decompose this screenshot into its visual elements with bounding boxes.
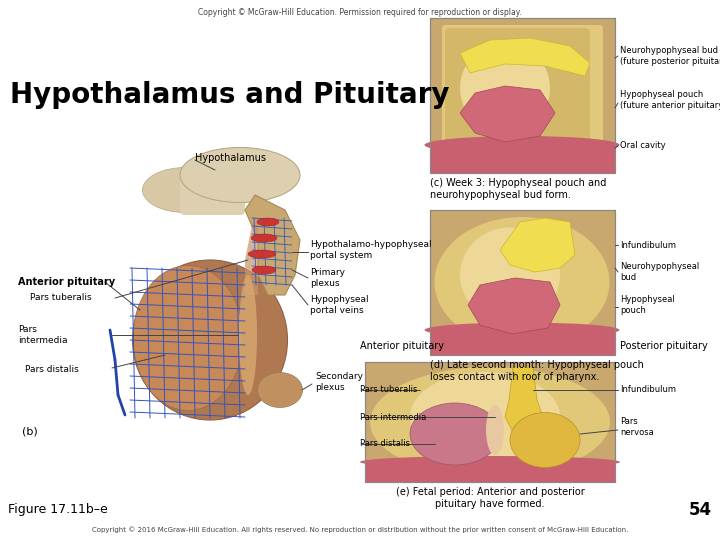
Ellipse shape: [370, 367, 610, 477]
Bar: [365, 362, 615, 482]
Text: Pars
nervosa: Pars nervosa: [620, 417, 654, 437]
Ellipse shape: [258, 373, 302, 408]
Ellipse shape: [460, 227, 560, 322]
Text: Hypophyseal pouch
(future anterior pituitary): Hypophyseal pouch (future anterior pitui…: [620, 90, 720, 110]
Ellipse shape: [434, 217, 610, 347]
Bar: [430, 18, 615, 173]
Text: Pars tuberalis: Pars tuberalis: [360, 386, 418, 395]
FancyBboxPatch shape: [442, 25, 603, 151]
Bar: [430, 145, 615, 173]
Text: Pars tuberalis: Pars tuberalis: [30, 294, 91, 302]
Text: (b): (b): [22, 427, 37, 437]
Ellipse shape: [425, 136, 619, 154]
Ellipse shape: [252, 266, 276, 274]
Text: Neurohypophyseal bud
(future posterior pituitary): Neurohypophyseal bud (future posterior p…: [620, 46, 720, 66]
Text: Hypophyseal
portal veins: Hypophyseal portal veins: [310, 295, 369, 315]
Ellipse shape: [248, 250, 276, 258]
Polygon shape: [245, 195, 300, 295]
Text: Oral cavity: Oral cavity: [620, 141, 665, 151]
Text: Infundibulum: Infundibulum: [620, 240, 676, 249]
Text: Secondary
plexus: Secondary plexus: [315, 372, 363, 391]
Polygon shape: [505, 367, 543, 432]
Text: Pars distalis: Pars distalis: [25, 366, 78, 375]
Bar: [430, 210, 615, 355]
Bar: [430, 330, 615, 355]
Text: Copyright © McGraw-Hill Education. Permission required for reproduction or displ: Copyright © McGraw-Hill Education. Permi…: [198, 8, 522, 17]
Ellipse shape: [180, 147, 300, 202]
Ellipse shape: [239, 275, 257, 395]
Ellipse shape: [410, 372, 560, 462]
Text: (e) Fetal period: Anterior and posterior
pituitary have formed.: (e) Fetal period: Anterior and posterior…: [395, 487, 585, 509]
Ellipse shape: [143, 167, 228, 213]
Ellipse shape: [460, 43, 550, 133]
Ellipse shape: [410, 403, 500, 465]
Text: Anterior pituitary: Anterior pituitary: [18, 277, 115, 287]
Polygon shape: [460, 38, 590, 76]
Text: Figure 17.11b–e: Figure 17.11b–e: [8, 503, 108, 516]
Text: Neurohypophyseal
bud: Neurohypophyseal bud: [620, 262, 699, 282]
Polygon shape: [460, 86, 555, 142]
Bar: [365, 462, 615, 482]
Ellipse shape: [132, 260, 287, 420]
Bar: [430, 210, 615, 355]
Text: Primary
plexus: Primary plexus: [310, 268, 345, 288]
Text: (d) Late second month: Hypophyseal pouch
loses contact with roof of pharynx.: (d) Late second month: Hypophyseal pouch…: [430, 360, 644, 382]
Ellipse shape: [360, 456, 620, 468]
Text: Pars distalis: Pars distalis: [360, 440, 410, 449]
Text: Copyright © 2016 McGraw-Hill Education. All rights reserved. No reproduction or : Copyright © 2016 McGraw-Hill Education. …: [92, 526, 628, 533]
Polygon shape: [245, 218, 258, 295]
Text: Hypothalamus and Pituitary: Hypothalamus and Pituitary: [10, 81, 449, 109]
FancyBboxPatch shape: [180, 175, 245, 215]
Text: (c) Week 3: Hypophyseal pouch and
neurohypophyseal bud form.: (c) Week 3: Hypophyseal pouch and neuroh…: [430, 178, 606, 200]
Bar: [430, 18, 615, 173]
Text: 54: 54: [689, 501, 712, 519]
Text: Posterior pituitary: Posterior pituitary: [620, 341, 708, 351]
Bar: [365, 362, 615, 482]
Text: Hypophyseal
pouch: Hypophyseal pouch: [620, 295, 675, 315]
Ellipse shape: [486, 405, 504, 455]
Ellipse shape: [251, 234, 277, 242]
Ellipse shape: [510, 413, 580, 468]
Text: Infundibulum: Infundibulum: [620, 386, 676, 395]
Text: Pars
intermedia: Pars intermedia: [18, 325, 68, 345]
Text: Hypothalamo-hypophyseal
portal system: Hypothalamo-hypophyseal portal system: [310, 240, 431, 260]
Text: Hypothalamus: Hypothalamus: [195, 153, 266, 163]
Ellipse shape: [133, 266, 243, 410]
Polygon shape: [468, 278, 560, 334]
Text: Pars intermedia: Pars intermedia: [360, 413, 426, 422]
Ellipse shape: [425, 322, 619, 338]
Ellipse shape: [257, 218, 279, 226]
FancyBboxPatch shape: [445, 28, 590, 153]
Polygon shape: [500, 218, 575, 272]
Text: Anterior pituitary: Anterior pituitary: [360, 341, 444, 351]
